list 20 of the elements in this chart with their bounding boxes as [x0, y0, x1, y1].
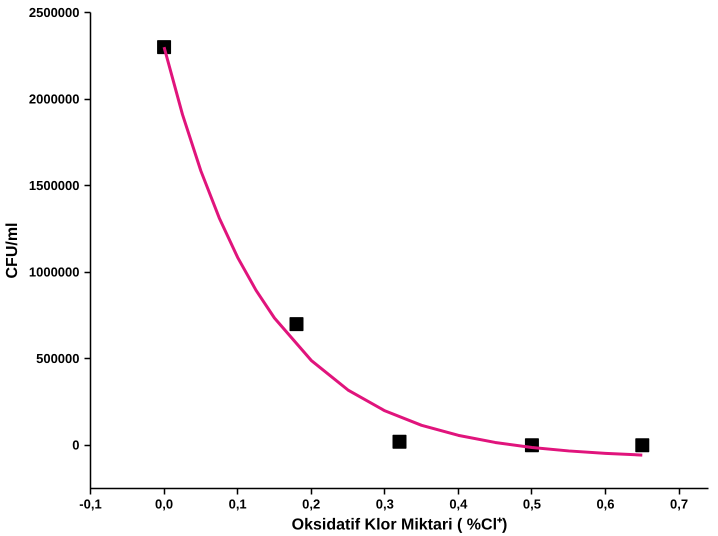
point [290, 317, 304, 332]
x-tick-label: 0,2 [302, 496, 320, 512]
x-tick-label: 0,1 [228, 496, 247, 512]
y-tick-label: 1000000 [28, 264, 80, 280]
y-tick-label: 2000000 [28, 92, 80, 107]
y-tick-label: 500000 [36, 351, 80, 366]
x-tick-label: 0,5 [522, 496, 541, 512]
point [635, 438, 650, 452]
x-tick-label: 0,7 [670, 496, 688, 512]
y-axis-title: CFU/ml [4, 222, 21, 278]
x-tick-label: -0,1 [79, 496, 102, 512]
x-axis-title: Oksidatif Klor Miktari ( %Cl⁺) [292, 516, 508, 534]
y-tick-label: 0 [72, 438, 80, 453]
x-tick-label: 0,4 [449, 496, 468, 512]
x-tick-label: 0,6 [596, 496, 615, 512]
x-tick-label: 0,3 [376, 496, 394, 512]
y-tick-label: 1500000 [28, 178, 80, 194]
x-tick-label: 0,0 [155, 496, 174, 512]
point [392, 434, 406, 449]
y-tick-label: 2500000 [28, 5, 80, 20]
